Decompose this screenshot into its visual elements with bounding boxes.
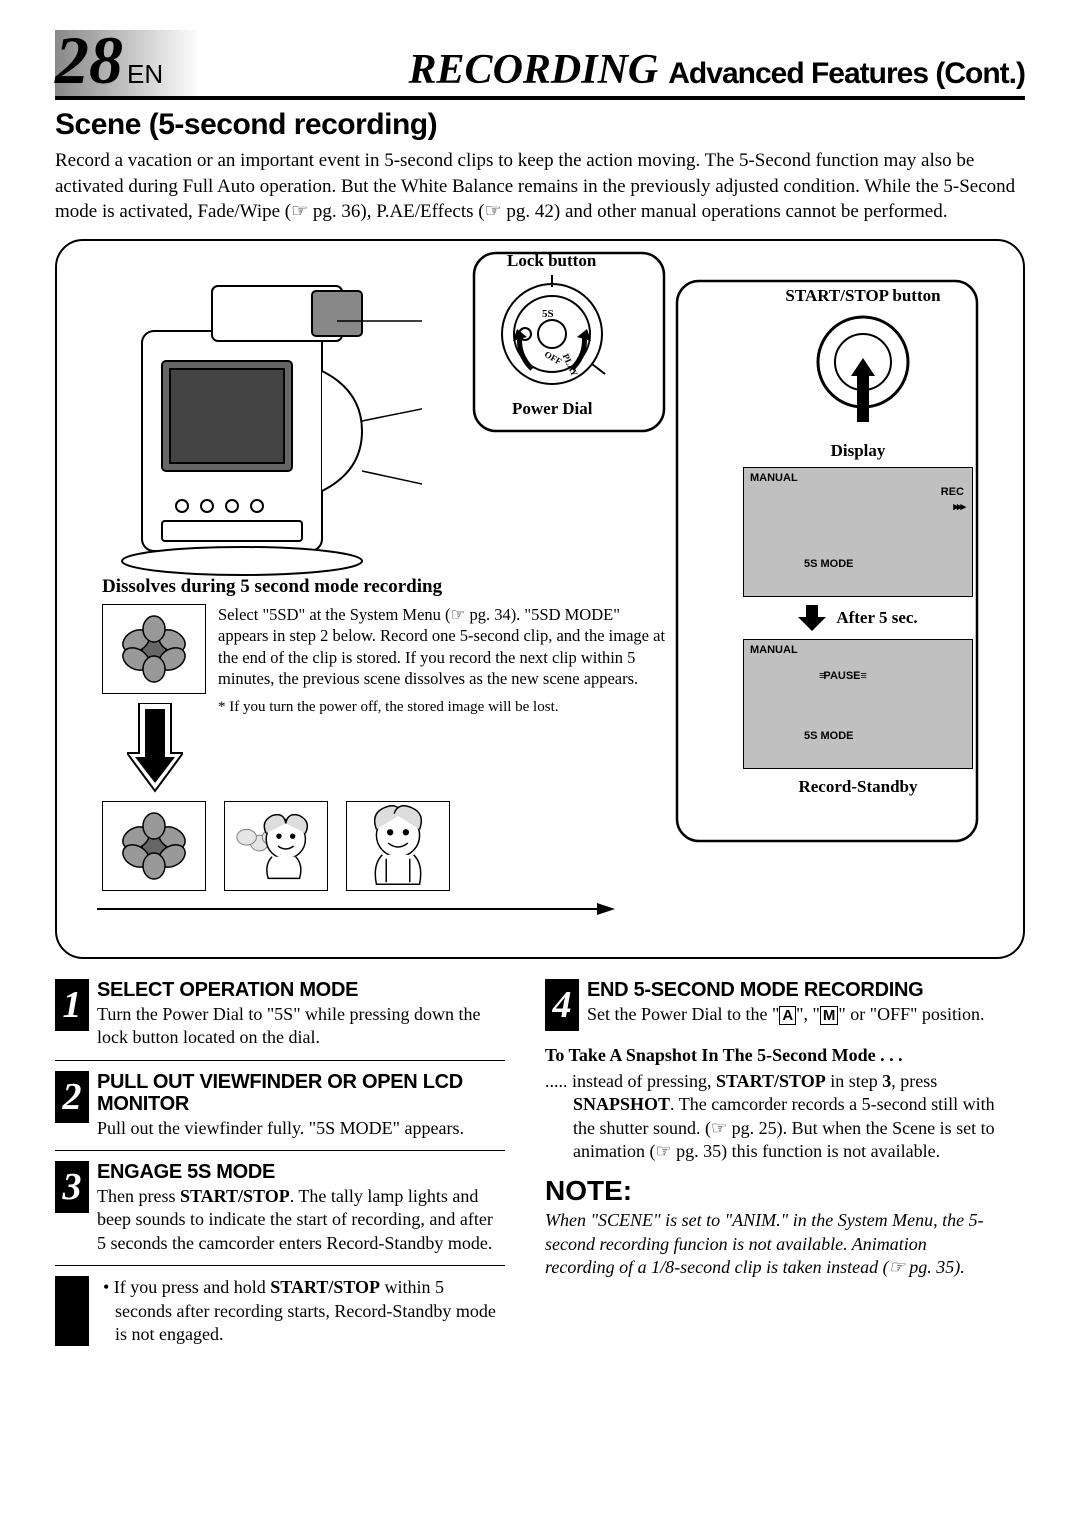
section-intro: Record a vacation or an important event … — [55, 148, 1025, 225]
step-3-bullet: • If you press and hold START/STOP withi… — [55, 1276, 505, 1356]
lock-button-label: Lock button — [507, 251, 596, 271]
snapshot-title: To Take A Snapshot In The 5-Second Mode … — [545, 1045, 995, 1066]
steps-col-right: 4 END 5-SECOND MODE RECORDING Set the Po… — [545, 979, 995, 1367]
step-number-1: 1 — [55, 979, 89, 1031]
page-number: 28 — [55, 30, 123, 91]
step-4-text: Set the Power Dial to the "A", "M" or "O… — [587, 1003, 995, 1026]
page-lang: EN — [127, 59, 163, 90]
timeline-arrow-icon — [97, 899, 617, 929]
step-3-title: ENGAGE 5S MODE — [97, 1161, 505, 1183]
display-label: Display — [733, 441, 983, 461]
display-screen-rec: MANUAL REC ▸▸▸ 5S MODE — [743, 467, 973, 597]
flower-illustration-1 — [102, 604, 206, 694]
power-dial-label: Power Dial — [512, 399, 592, 419]
header-title-main: RECORDING — [409, 46, 659, 94]
steps-area: 1 SELECT OPERATION MODE Turn the Power D… — [55, 979, 1025, 1367]
section-title: Scene (5-second recording) — [55, 108, 1025, 142]
dissolve-text: Select "5SD" at the System Menu (☞ pg. 3… — [218, 604, 667, 690]
after-5sec-label: After 5 sec. — [836, 608, 917, 628]
dissolve-note: * If you turn the power off, the stored … — [218, 698, 667, 718]
step-3-text: Then press START/STOP. The tally lamp li… — [97, 1185, 505, 1255]
header-title-sub: Advanced Features (Cont.) — [668, 57, 1025, 91]
step-1-title: SELECT OPERATION MODE — [97, 979, 505, 1001]
step-number-2: 2 — [55, 1071, 89, 1123]
start-stop-detail: START/STOP button — [743, 286, 983, 432]
svg-text:5S: 5S — [542, 308, 554, 320]
step-number-3: 3 — [55, 1161, 89, 1213]
steps-col-left: 1 SELECT OPERATION MODE Turn the Power D… — [55, 979, 505, 1367]
diagram-box: Lock button 5S OFF PLAY Power Dial START… — [55, 239, 1025, 959]
person-illustration — [346, 801, 450, 891]
fat-down-arrow-icon — [127, 703, 183, 793]
step-2-text: Pull out the viewfinder fully. "5S MODE"… — [97, 1117, 505, 1140]
power-dial-detail: Lock button 5S OFF PLAY Power Dial — [487, 251, 647, 431]
step-1: 1 SELECT OPERATION MODE Turn the Power D… — [55, 979, 505, 1061]
step-3-bullet-text: • If you press and hold START/STOP withi… — [97, 1276, 505, 1346]
step-number-4: 4 — [545, 979, 579, 1031]
down-arrow-icon — [798, 605, 826, 631]
step-4: 4 END 5-SECOND MODE RECORDING Set the Po… — [545, 979, 995, 1035]
display-screens: Display MANUAL REC ▸▸▸ 5S MODE After 5 s… — [733, 441, 983, 797]
step-2: 2 PULL OUT VIEWFINDER OR OPEN LCD MONITO… — [55, 1071, 505, 1151]
dissolve-frame — [224, 801, 328, 891]
display-screen-pause: MANUAL ≡PAUSE≡ 5S MODE — [743, 639, 973, 769]
dissolve-title: Dissolves during 5 second mode recording — [102, 576, 667, 598]
note-text: When "SCENE" is set to "ANIM." in the Sy… — [545, 1209, 995, 1279]
step-1-text: Turn the Power Dial to "5S" while pressi… — [97, 1003, 505, 1050]
dissolve-section: Dissolves during 5 second mode recording… — [102, 576, 667, 717]
flower-illustration-2 — [102, 801, 206, 891]
snapshot-text: ..... instead of pressing, START/STOP in… — [545, 1070, 995, 1164]
note-heading: NOTE: — [545, 1175, 995, 1207]
step-3: 3 ENGAGE 5S MODE Then press START/STOP. … — [55, 1161, 505, 1266]
step-4-title: END 5-SECOND MODE RECORDING — [587, 979, 995, 1001]
step-2-title: PULL OUT VIEWFINDER OR OPEN LCD MONITOR — [97, 1071, 505, 1115]
dissolve-sequence — [102, 801, 450, 891]
page-header: 28 EN RECORDING Advanced Features (Cont.… — [55, 30, 1025, 100]
camera-illustration — [112, 271, 422, 581]
start-stop-label: START/STOP button — [743, 286, 983, 306]
record-standby-label: Record-Standby — [733, 777, 983, 797]
